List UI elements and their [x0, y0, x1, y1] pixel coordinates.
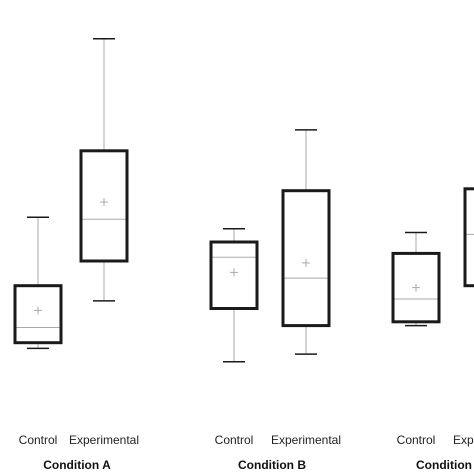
iqr-box: [463, 187, 474, 288]
labels-layer: Control Experimental Control Experimental Co…: [19, 433, 474, 472]
category-label: Control: [397, 433, 436, 447]
box-group: [391, 231, 441, 327]
group-label: Condition B: [238, 458, 306, 472]
group-label: Condition C: [416, 458, 474, 472]
iqr-box: [13, 284, 63, 345]
category-label: Control: [19, 433, 58, 447]
iqr-box: [391, 251, 441, 324]
box-group: [79, 37, 129, 302]
box-group: [463, 187, 474, 288]
category-label: Experimental: [271, 433, 341, 447]
boxes-layer: [13, 37, 474, 363]
category-label: Experimental: [69, 433, 139, 447]
box-group: [281, 129, 331, 355]
category-label: Control: [215, 433, 254, 447]
category-label: Experimental: [453, 433, 474, 447]
group-label: Condition A: [43, 458, 111, 472]
box-group: [209, 227, 259, 363]
box-group: [13, 216, 63, 350]
iqr-box: [281, 189, 331, 328]
iqr-box: [79, 149, 129, 263]
iqr-box: [209, 240, 259, 310]
